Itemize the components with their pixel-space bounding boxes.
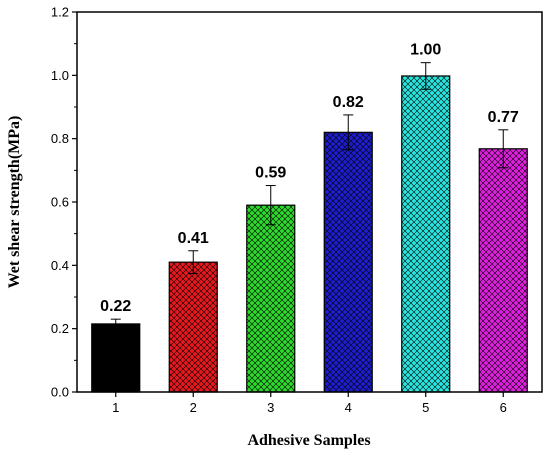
y-tick-label: 0.0	[51, 385, 69, 400]
data-label-2: 0.41	[178, 230, 209, 247]
x-tick-label: 3	[267, 400, 274, 415]
error-bar-4	[343, 114, 354, 151]
bar-4	[323, 131, 373, 393]
y-tick-label: 0.4	[51, 258, 69, 273]
x-axis-title: Adhesive Samples	[247, 432, 370, 449]
data-label-5: 1.00	[410, 42, 441, 59]
y-tick-label: 0.2	[51, 321, 69, 336]
error-bar-2	[188, 250, 199, 275]
x-tick-label: 5	[422, 400, 429, 415]
error-bar-3	[265, 185, 276, 226]
x-tick-label: 1	[112, 400, 119, 415]
data-label-4: 0.82	[333, 94, 364, 111]
y-tick-label: 1.2	[51, 5, 69, 20]
y-axis: 0.0 0.2 0.4 0.6 0.8 1.0 1.2	[51, 5, 77, 400]
bar-1	[91, 323, 141, 393]
data-label-1: 0.22	[100, 298, 131, 315]
x-tick-label: 6	[500, 400, 507, 415]
data-label-3: 0.59	[255, 165, 286, 182]
y-tick-label: 0.6	[51, 195, 69, 210]
error-bar-1	[110, 318, 121, 330]
bar-3	[246, 204, 296, 393]
x-tick-label: 2	[190, 400, 197, 415]
bars-layer	[91, 75, 528, 393]
error-bars-layer	[110, 62, 509, 330]
y-tick-label: 0.8	[51, 131, 69, 146]
bar-6	[478, 148, 528, 393]
x-tick-label: 4	[345, 400, 352, 415]
error-bar-5	[420, 62, 431, 90]
plot-frame	[76, 11, 543, 393]
error-bar-6	[498, 129, 509, 169]
x-axis: 1 2 3 4 5 6	[112, 392, 507, 415]
y-axis-title: Wet shear strength(MPa)	[6, 116, 23, 289]
bar-2	[168, 261, 218, 393]
data-labels-layer: 0.22 0.41 0.59 0.82 1.00 0.77	[100, 42, 519, 315]
bar-5	[401, 75, 451, 393]
data-label-6: 0.77	[488, 109, 519, 126]
y-tick-label: 1.0	[51, 68, 69, 83]
